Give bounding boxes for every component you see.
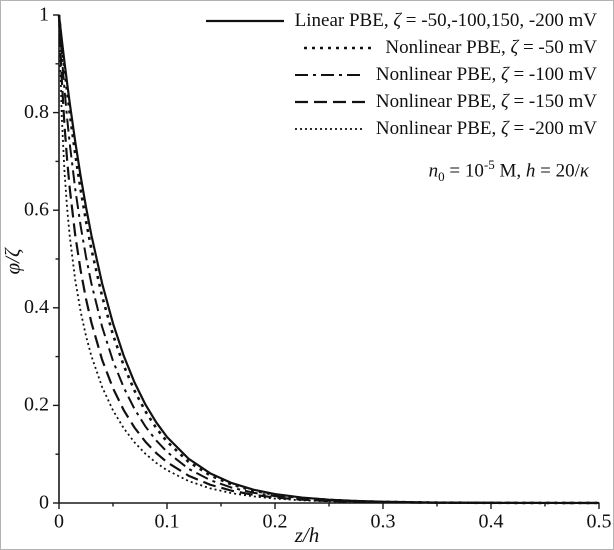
legend-label-part: Nonlinear PBE, xyxy=(375,91,501,112)
legend-label: Nonlinear PBE, ζ = -150 mV xyxy=(376,90,597,113)
legend-line-sample xyxy=(294,100,365,103)
annotation-segment: = 10 xyxy=(444,160,484,182)
legend-label-part: Linear PBE, xyxy=(294,10,394,31)
legend-label-part: = -50 mV xyxy=(518,37,597,58)
legend-line-sample xyxy=(294,73,365,76)
legend-label-part: = -100 mV xyxy=(508,64,597,85)
legend-label-part: Nonlinear PBE, xyxy=(375,64,501,85)
annotation-segment: h xyxy=(525,160,536,182)
legend-label-part: = -150 mV xyxy=(508,91,597,112)
legend-line-sample xyxy=(294,127,365,130)
chart-annotation: n0 = 10-5 M, h = 20/κ xyxy=(429,157,589,185)
legend-item: Nonlinear PBE, ζ = -100 mV xyxy=(294,63,597,86)
legend-label-part: = -200 mV xyxy=(508,118,597,139)
legend-label: Linear PBE, ζ = -50,-100,150, -200 mV xyxy=(295,9,597,32)
annotation-segment: 0 xyxy=(438,169,445,185)
annotation-segment: κ xyxy=(579,160,589,182)
legend-line-sample xyxy=(205,19,284,22)
legend: Linear PBE, ζ = -50,-100,150, -200 mV Non… xyxy=(205,9,597,140)
annotation-segment: M, xyxy=(494,160,526,182)
annotation-segment: = 20/ xyxy=(535,160,580,182)
legend-label: Nonlinear PBE, ζ = -200 mV xyxy=(376,117,597,140)
legend-label: Nonlinear PBE, ζ = -100 mV xyxy=(376,63,597,86)
legend-line-sample xyxy=(304,46,375,49)
legend-label-part: ζ xyxy=(501,91,509,112)
legend-label-part: ζ xyxy=(501,64,509,85)
legend-item: Nonlinear PBE, ζ = -50 mV xyxy=(303,36,597,59)
legend-label-part: Nonlinear PBE, xyxy=(375,118,501,139)
legend-item: Nonlinear PBE, ζ = -150 mV xyxy=(294,90,597,113)
legend-item: Nonlinear PBE, ζ = -200 mV xyxy=(294,117,597,140)
legend-label-part: ζ xyxy=(501,118,509,139)
legend-item: Linear PBE, ζ = -50,-100,150, -200 mV xyxy=(205,9,597,32)
x-axis-title: z/h xyxy=(294,523,320,547)
legend-label-part: ζ xyxy=(510,37,519,58)
legend-label-part: Nonlinear PBE, xyxy=(385,37,511,58)
annotation-segment: -5 xyxy=(483,157,495,172)
legend-label: Nonlinear PBE, ζ = -50 mV xyxy=(385,36,597,59)
legend-label-part: ζ xyxy=(393,10,402,31)
annotation-segment: n xyxy=(428,160,439,182)
legend-label-part: = -50,-100,150, -200 mV xyxy=(401,10,597,31)
y-axis-title: φ/ζ xyxy=(0,248,25,275)
